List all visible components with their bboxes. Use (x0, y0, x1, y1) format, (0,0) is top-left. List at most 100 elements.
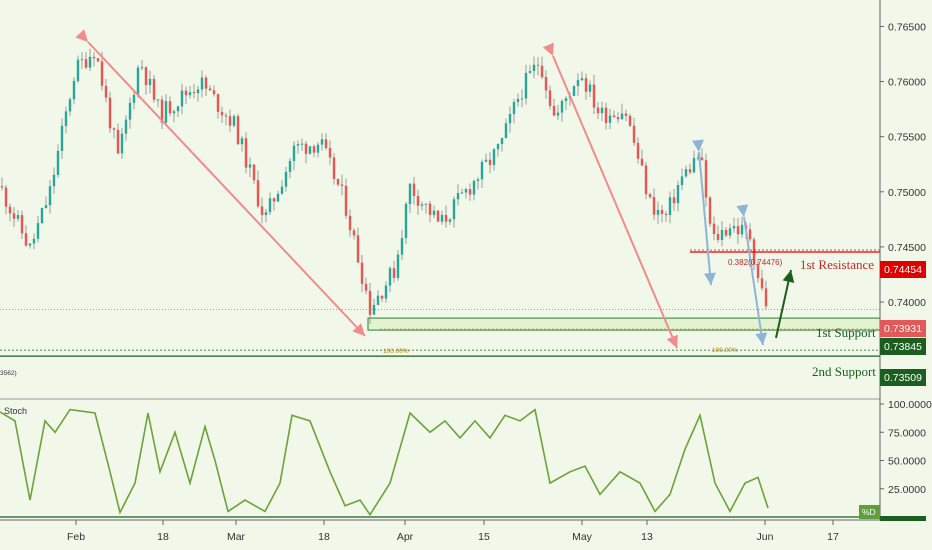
time-tick-label: Feb (67, 531, 85, 543)
candle-body (488, 159, 492, 165)
candle-body (408, 183, 412, 204)
candle-body (312, 146, 316, 153)
candle-body (420, 204, 424, 206)
candle-body (416, 195, 420, 206)
candle-body (272, 198, 276, 202)
candle-body (712, 223, 716, 235)
candle-body (252, 164, 256, 181)
candle-body (164, 101, 168, 123)
candle-body (124, 119, 128, 134)
candle-body (196, 89, 200, 94)
candle-body (52, 174, 56, 187)
support2-label: 2nd Support (812, 364, 876, 379)
support2-value: 0.73509 (884, 372, 922, 384)
candle-body (732, 226, 736, 229)
candle-body (148, 78, 152, 86)
candle-body (228, 116, 232, 126)
candle-body (336, 178, 340, 185)
candle-body (392, 268, 396, 278)
candle-body (356, 235, 360, 263)
candle-body (324, 139, 328, 149)
candle-body (308, 146, 312, 154)
candle-body (520, 98, 524, 100)
candle-body (432, 210, 436, 216)
candle-body (316, 144, 320, 153)
support-zones (367, 317, 881, 331)
candle-body (284, 171, 288, 187)
price-tick-label: 0.76000 (888, 77, 926, 89)
candle-body (96, 58, 100, 62)
candle-body (256, 180, 260, 207)
candle-body (664, 213, 668, 215)
candle-body (276, 193, 280, 202)
candle-body (660, 209, 664, 214)
candle-body (692, 158, 696, 173)
candle-body (576, 80, 580, 87)
candle-body (380, 295, 384, 299)
candle-body (580, 78, 584, 81)
price-tick-label: 0.75500 (888, 132, 926, 144)
candle-body (136, 67, 140, 95)
candle-body (180, 90, 184, 107)
candle-body (708, 197, 712, 224)
candle-body (76, 59, 80, 81)
candle-body (100, 61, 104, 86)
candle-body (360, 262, 364, 284)
candle-body (500, 138, 504, 145)
candle-body (740, 224, 744, 235)
resistance-label: 1st Resistance (800, 257, 874, 272)
time-tick-label: 18 (318, 531, 330, 543)
candle-body (260, 206, 264, 216)
candle-body (544, 76, 548, 91)
candle-body (340, 184, 344, 186)
candle-body (528, 71, 532, 73)
candle-body (80, 59, 84, 61)
candle-body (224, 115, 228, 117)
time-tick-label: Jun (757, 531, 774, 543)
candle-body (216, 94, 220, 112)
candle-body (220, 111, 224, 116)
candle-body (644, 165, 648, 195)
candle-body (188, 92, 192, 96)
stoch-cut-tag (880, 516, 926, 521)
candle-body (132, 94, 136, 103)
candle-body (348, 215, 352, 231)
candle-body (724, 230, 728, 236)
candle-body (64, 111, 68, 126)
candle-body (176, 106, 180, 112)
time-tick-label: Mar (227, 531, 246, 543)
candle-body (24, 233, 28, 246)
candle-body (92, 56, 96, 59)
stoch-title: Stoch (4, 406, 27, 416)
candle-body (668, 197, 672, 215)
candle-body (640, 158, 644, 166)
price-tick-label: 0.75000 (888, 187, 926, 199)
candle-body (584, 78, 588, 92)
current-price-value: 0.73931 (884, 323, 922, 335)
candle-body (560, 100, 564, 113)
candle-body (368, 290, 372, 315)
candle-body (704, 160, 708, 198)
candle-body (16, 214, 20, 219)
candle-body (656, 209, 660, 215)
candle-body (0, 186, 4, 188)
candle-body (476, 179, 480, 181)
candle-body (688, 169, 692, 173)
price-tick-label: 0.74500 (888, 242, 926, 254)
candle-body (268, 198, 272, 213)
stoch-tick-label: 25.0000 (888, 484, 926, 496)
stoch-axis: 100.0000 75.0000 50.0000 25.0000 (880, 399, 932, 496)
time-tick-label: May (572, 531, 593, 543)
candle-body (264, 212, 268, 216)
candle-body (532, 64, 536, 72)
candle-body (292, 145, 296, 161)
stoch-legend-badge: %D (859, 505, 880, 519)
candle-body (448, 219, 452, 222)
price-tick-label: 0.76500 (888, 21, 926, 33)
candle-body (156, 99, 160, 101)
candle-body (396, 254, 400, 278)
candle-body (204, 77, 208, 89)
candle-body (516, 98, 520, 102)
candle-body (364, 283, 368, 291)
